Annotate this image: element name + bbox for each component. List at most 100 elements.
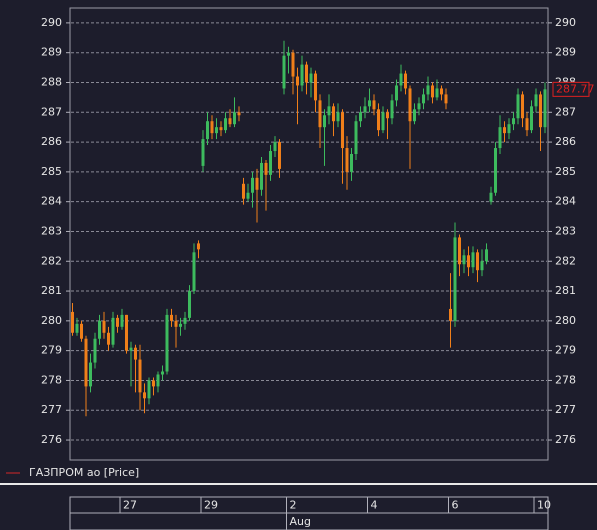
x-tick-label: 6 [452, 499, 459, 512]
candle-body [129, 347, 133, 351]
candle-body [390, 100, 394, 119]
y-tick-label: 282 [41, 254, 62, 267]
candle-body [174, 320, 178, 327]
candle-body [368, 100, 371, 107]
candle-body [309, 73, 313, 83]
candle-body [404, 73, 407, 89]
y-tick-label: 285 [41, 165, 62, 178]
candle-body [359, 112, 362, 122]
candle-body [233, 112, 236, 125]
candle-body [201, 139, 205, 166]
candle-body [372, 100, 376, 110]
candle-body [422, 94, 425, 104]
candle-body [377, 109, 380, 131]
candle-body [134, 347, 137, 360]
candle-body [147, 380, 151, 399]
y-tick-label: 285 [555, 165, 576, 178]
candle-body [458, 237, 461, 265]
candle-body [224, 118, 227, 131]
candle-body [111, 317, 115, 345]
y-tick-label: 284 [555, 195, 576, 208]
candle-body [107, 332, 110, 345]
y-tick-label: 281 [41, 284, 62, 297]
candle-body [156, 374, 160, 387]
candle-body [480, 261, 484, 271]
candle-body [165, 314, 169, 372]
y-tick-label: 287 [555, 105, 576, 118]
candle-body [291, 52, 295, 77]
y-tick-label: 283 [555, 224, 576, 237]
y-tick-label: 286 [555, 135, 576, 148]
candle-body [125, 314, 128, 351]
candle-body [341, 112, 344, 149]
candle-body [462, 255, 466, 265]
candle-body [228, 118, 232, 125]
candle-body [246, 192, 250, 199]
candle-body [210, 121, 214, 134]
candle-body [539, 94, 542, 128]
candle-body [152, 380, 155, 387]
candle-body [381, 112, 385, 131]
candle-body [282, 55, 286, 89]
candle-body [431, 85, 434, 98]
candle-body [489, 192, 493, 202]
candle-body [75, 323, 79, 333]
candle-body [336, 112, 340, 122]
candle-body [120, 314, 124, 327]
candle-body [426, 85, 430, 95]
x-tick-label: 29 [204, 499, 218, 512]
candle-body [251, 177, 254, 193]
candle-body [399, 73, 403, 86]
y-tick-label: 282 [555, 254, 576, 267]
candle-body [440, 88, 443, 95]
candle-body [264, 162, 268, 175]
candle-body [206, 121, 209, 140]
candle-body [278, 142, 281, 169]
candle-body [273, 142, 277, 152]
candle-body [467, 255, 470, 268]
candle-body [287, 52, 290, 56]
y-tick-label: 287 [41, 105, 62, 118]
candle-body [197, 243, 200, 250]
y-tick-label: 284 [41, 195, 62, 208]
y-tick-label: 279 [555, 344, 576, 357]
y-tick-label: 276 [41, 433, 62, 446]
y-tick-label: 277 [555, 403, 576, 416]
candle-body [98, 320, 101, 339]
y-tick-label: 289 [41, 46, 62, 59]
candle-body [255, 177, 259, 190]
candle-body [71, 311, 74, 333]
candle-body [332, 106, 335, 122]
y-tick-label: 283 [41, 224, 62, 237]
candle-body [395, 85, 398, 101]
candle-body [219, 127, 223, 131]
x-tick-label: 10 [537, 499, 551, 512]
candle-body [494, 148, 497, 193]
candle-body [84, 338, 88, 387]
candle-body [516, 94, 520, 119]
candle-body [345, 148, 349, 172]
candle-body [350, 153, 353, 172]
candle-body [512, 118, 515, 125]
y-tick-label: 290 [41, 16, 62, 29]
candle-body [413, 109, 416, 122]
candle-body [93, 338, 97, 363]
candle-body [408, 88, 412, 122]
candle-body [183, 317, 187, 324]
candle-body [543, 89, 547, 128]
candle-body [102, 320, 106, 333]
candle-body [435, 88, 439, 98]
candle-body [498, 127, 502, 149]
candle-body [143, 392, 146, 399]
candle-body [363, 106, 367, 113]
candle-body [89, 362, 92, 387]
candle-body [80, 323, 83, 339]
x-group-label: Aug [290, 515, 311, 528]
x-tick-label: 2 [290, 499, 297, 512]
candle-body [161, 371, 164, 375]
candle-body [449, 308, 452, 321]
candle-body [444, 94, 448, 104]
candle-body [417, 103, 421, 110]
candle-body [386, 112, 389, 119]
candle-body [314, 73, 317, 101]
